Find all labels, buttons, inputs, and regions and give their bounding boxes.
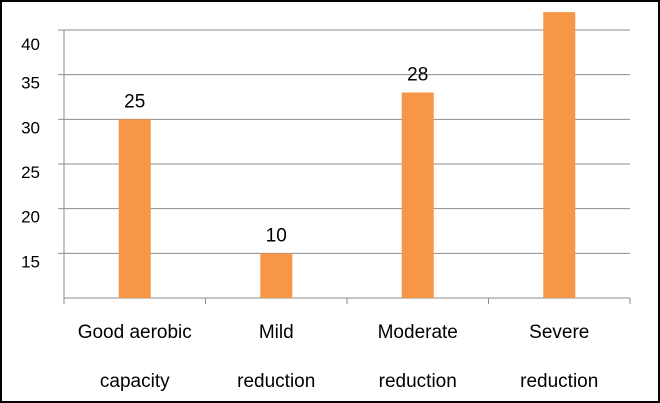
data-label: 25 [124,91,145,112]
y-tick-label: 40 [21,35,40,54]
axes [58,29,631,304]
x-category-label: Mild [259,322,294,343]
data-label: 10 [266,225,287,246]
bar [260,253,293,298]
x-category-label: Severe [529,322,589,343]
gridlines [64,29,630,254]
bar [401,92,434,299]
y-tick-label: 35 [21,74,40,93]
data-label: 37 [549,2,570,5]
y-tick-label: 30 [21,118,40,137]
x-category-label: Good aerobic [78,322,192,343]
x-category-label: reduction [379,371,457,392]
x-category-label: reduction [520,371,598,392]
bar [543,12,576,299]
x-category-label: capacity [100,371,170,392]
bars [118,12,576,299]
y-tick-label: 20 [21,208,40,227]
x-category-label: Moderate [378,322,458,343]
data-label: 28 [407,65,428,86]
y-tick-label: 25 [21,163,40,182]
y-tick-label: 15 [21,252,40,271]
labels: 40 35 30 25 20 15 25 Good aerobic capacity 10 Mild… [21,2,598,392]
x-category-label: reduction [237,371,315,392]
bar [118,119,151,298]
